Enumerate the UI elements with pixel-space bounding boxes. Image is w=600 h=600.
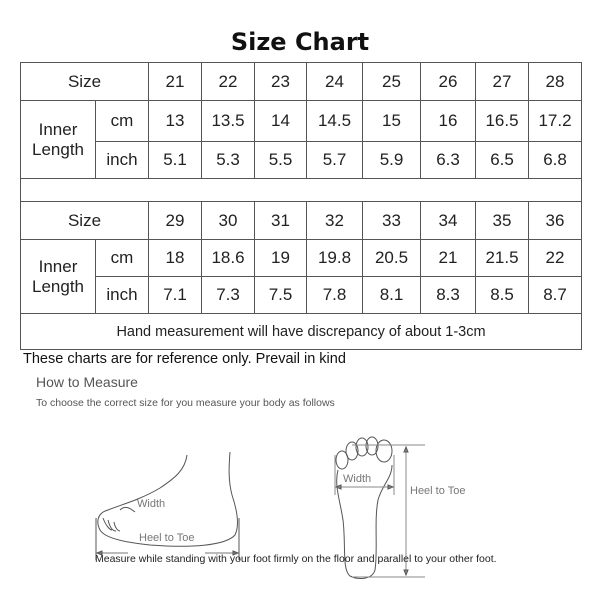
cm-cell: 14.5 [306,100,364,142]
footprint-icon [334,436,425,579]
cm-cell: 16.5 [475,100,530,142]
note-row: Hand measurement will have discrepancy o… [19,313,583,350]
length-label: Length [32,139,84,159]
discrepancy-note: Hand measurement will have discrepancy o… [19,313,583,350]
how-to-measure-heading: How to Measure [36,374,138,390]
inch-row: inch 7.1 7.3 7.5 7.8 8.1 8.3 8.5 8.7 [21,276,583,314]
reference-note: These charts are for reference only. Pre… [23,351,346,367]
cm-cell: 15 [362,100,422,142]
size-header: Size [19,62,150,101]
inch-cell: 6.8 [528,141,583,179]
cm-cell: 19.8 [306,239,364,277]
inner-length-header: Inner Length [20,100,96,179]
side-foot-icon [95,451,240,560]
inch-header: inch [94,276,150,314]
footprint-heel-to-toe-label: Heel to Toe [410,485,466,497]
side-width-label: Width [137,498,166,510]
inner-label: Inner [38,119,78,139]
size-cell: 32 [306,201,364,240]
how-to-measure-subheading: To choose the correct size for you measu… [36,397,335,409]
inch-cell: 5.9 [362,141,422,179]
cm-cell: 18 [148,239,203,277]
size-row: Size 21 22 23 24 25 26 27 28 [19,62,583,101]
inch-cell: 8.1 [362,276,422,314]
inch-cell: 7.8 [306,276,364,314]
inner-length-header: Inner Length [20,239,96,314]
cm-cell: 20.5 [362,239,422,277]
size-cell: 28 [528,62,583,101]
measure-instruction: Measure while standing with your foot fi… [95,553,497,565]
side-heel-to-toe-label: Heel to Toe [139,532,195,544]
size-cell: 24 [306,62,364,101]
inch-cell: 5.1 [148,141,203,179]
cm-header: cm [94,239,150,277]
size-cell: 33 [362,201,422,240]
cm-cell: 16 [420,100,477,142]
size-cell: 21 [148,62,203,101]
footprint-width-label: Width [343,473,372,485]
size-chart-table: Size 21 22 23 24 25 26 27 28 Inner Length cm 13 13.5 1… [19,62,583,350]
size-cell: 26 [420,62,477,101]
cm-cell: 19 [254,239,308,277]
cm-cell: 17.2 [528,100,583,142]
page-title: Size Chart [230,28,370,56]
size-cell: 22 [201,62,256,101]
size-cell: 29 [148,201,203,240]
cm-row: Inner Length cm 18 18.6 19 19.8 20.5 21 21.5 22 [20,239,583,314]
cm-header: cm [94,100,150,142]
length-label: Length [32,276,84,296]
inch-cell: 5.5 [254,141,308,179]
inch-cell: 6.3 [420,141,477,179]
cm-cell: 13.5 [201,100,256,142]
inner-label: Inner [38,256,78,276]
inch-cell: 8.7 [528,276,583,314]
cm-cell: 21 [420,239,477,277]
inch-cell: 8.3 [420,276,477,314]
